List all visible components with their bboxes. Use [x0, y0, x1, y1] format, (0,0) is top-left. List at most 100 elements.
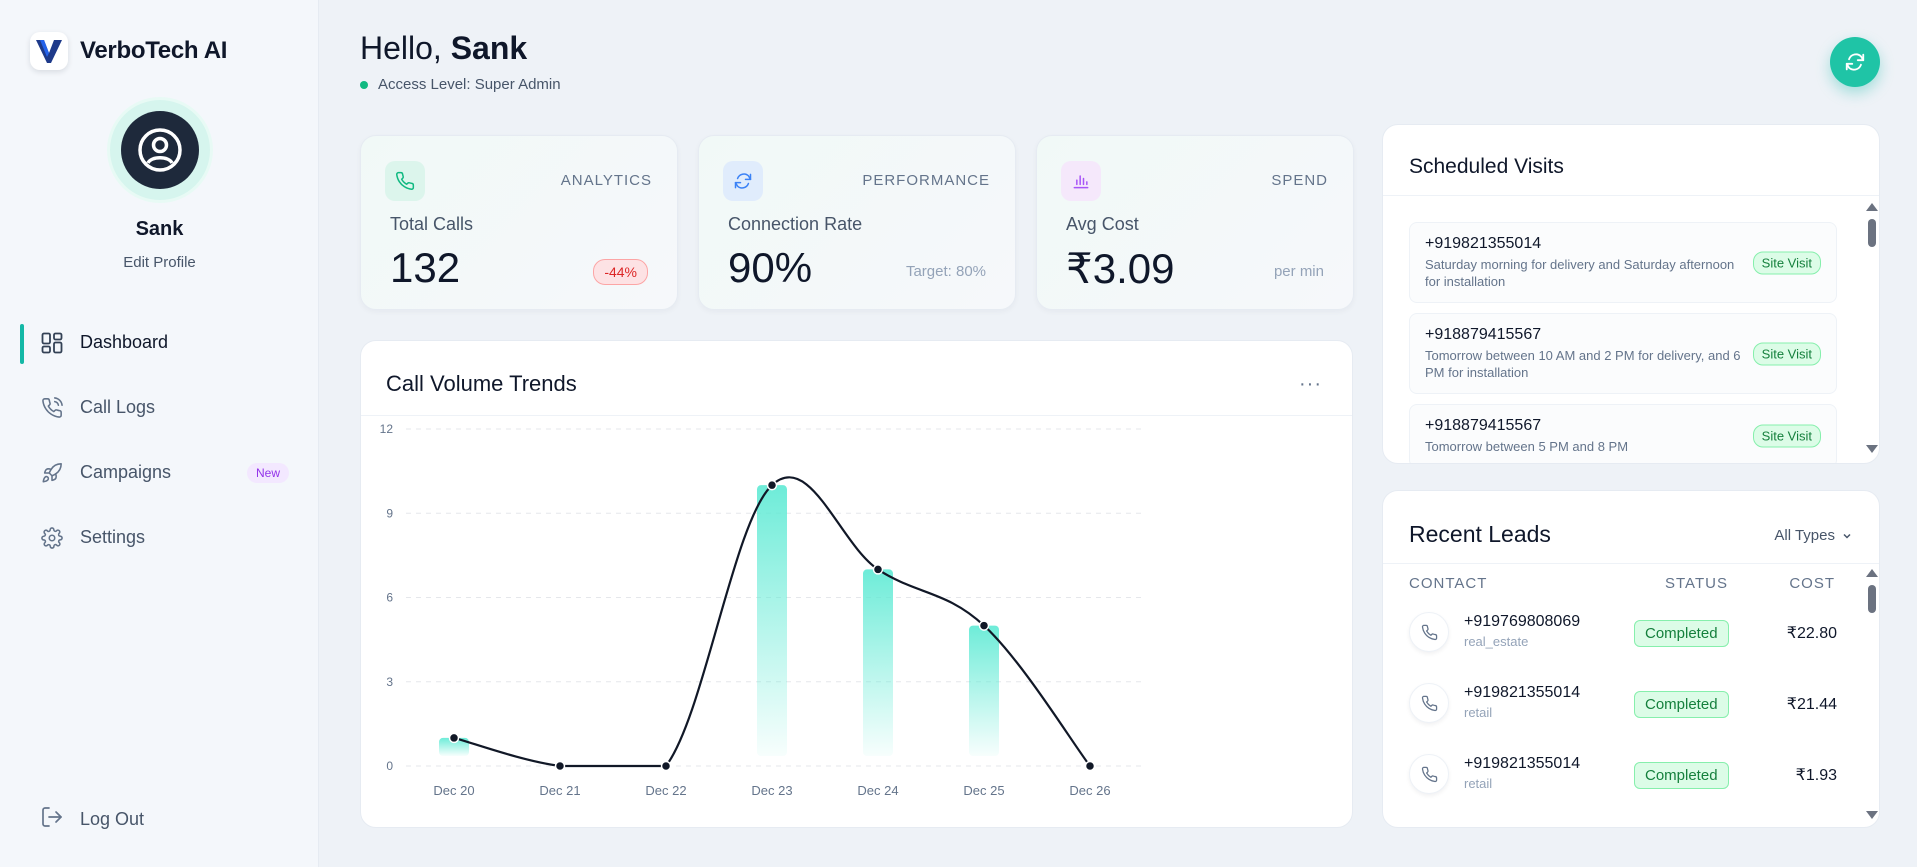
table-row[interactable]: +919821355014 retail Completed ₹1.93	[1409, 748, 1837, 800]
lead-type: retail	[1464, 705, 1493, 720]
refresh-icon	[1845, 53, 1865, 71]
x-tick-label: Dec 23	[751, 783, 792, 798]
column-header-status: STATUS	[1665, 575, 1728, 592]
sidebar-item-call-logs[interactable]: Call Logs	[20, 375, 299, 440]
scroll-down-icon[interactable]	[1866, 445, 1878, 453]
recent-leads-card: Recent Leads All Types CONTACT STATUS CO…	[1382, 490, 1880, 828]
y-tick-label: 0	[386, 759, 393, 773]
x-tick-label: Dec 22	[645, 783, 686, 798]
phone-icon	[1409, 612, 1449, 652]
data-point	[978, 620, 990, 631]
list-item[interactable]: +918879415567 Tomorrow between 5 PM and …	[1409, 404, 1837, 463]
stat-label: Connection Rate	[728, 214, 863, 234]
data-point	[766, 479, 778, 491]
sidebar-item-campaigns[interactable]: Campaigns New	[20, 440, 299, 505]
x-tick-label: Dec 26	[1069, 783, 1110, 798]
scroll-up-icon[interactable]	[1866, 569, 1878, 577]
edit-profile-link[interactable]: Edit Profile	[123, 254, 196, 271]
more-options-icon[interactable]: ···	[1299, 373, 1322, 395]
avatar[interactable]	[110, 100, 210, 200]
column-header-cost: COST	[1789, 575, 1835, 592]
divider	[361, 415, 1352, 416]
sidebar-item-settings[interactable]: Settings	[20, 505, 299, 570]
lead-phone: +919769808069	[1464, 613, 1581, 630]
y-tick-label: 12	[380, 422, 394, 436]
divider	[1383, 195, 1879, 196]
scroll-thumb[interactable]	[1868, 219, 1876, 247]
call-volume-chart: 0 3 6 9 12 Dec 20 Dec 21 Dec 22 Dec 23 Dec 24 Dec …	[380, 422, 1141, 798]
volume-bar	[863, 569, 893, 756]
phone-icon	[1409, 683, 1449, 723]
phone-icon	[385, 161, 425, 201]
scroll-up-icon[interactable]	[1866, 203, 1878, 211]
page-title: Hello, Sank	[360, 30, 527, 67]
stat-value: 132	[390, 244, 461, 291]
volume-bar	[757, 485, 787, 756]
site-visit-badge: Site Visit	[1752, 342, 1821, 365]
stat-label: Avg Cost	[1066, 214, 1139, 234]
visit-desc: Tomorrow between 10 AM and 2 PM for deli…	[1425, 348, 1741, 380]
stat-tag: PERFORMANCE	[862, 172, 990, 189]
profile-name: Sank	[135, 218, 184, 240]
sidebar-item-label: Dashboard	[80, 332, 169, 352]
visits-title: Scheduled Visits	[1409, 155, 1564, 178]
lead-type: retail	[1464, 776, 1493, 791]
new-badge: New	[246, 462, 289, 483]
dashboard-icon	[40, 331, 64, 355]
sidebar-item-dashboard[interactable]: Dashboard	[20, 310, 299, 375]
scheduled-visits-card: Scheduled Visits +919821355014 Saturday …	[1382, 124, 1880, 464]
visit-desc: Saturday morning for delivery and Saturd…	[1425, 257, 1735, 289]
leads-scrollbar[interactable]	[1865, 569, 1879, 819]
stat-card-avg-cost[interactable]: SPEND Avg Cost ₹3.09 per min	[1036, 135, 1354, 310]
lead-cost: ₹21.44	[1786, 696, 1837, 713]
filter-label: All Types	[1774, 527, 1835, 544]
stat-tag: ANALYTICS	[560, 172, 652, 189]
greeting-text: Hello,	[360, 30, 442, 66]
visit-phone: +919821355014	[1425, 235, 1542, 252]
list-item[interactable]: +918879415567 Tomorrow between 10 AM and…	[1409, 313, 1837, 394]
x-tick-label: Dec 24	[857, 783, 898, 798]
list-item[interactable]: +919821355014 Saturday morning for deliv…	[1409, 222, 1837, 303]
refresh-button[interactable]	[1830, 37, 1880, 87]
phone-icon	[1409, 754, 1449, 794]
table-row[interactable]: +919821355014 retail Completed ₹21.44	[1409, 677, 1837, 729]
access-level: Access Level: Super Admin	[360, 76, 561, 93]
call-volume-chart-card: Call Volume Trends ··· 0 3 6 9 12 Dec 20 Dec 2…	[360, 340, 1353, 828]
stat-tag: SPEND	[1271, 172, 1328, 189]
y-tick-label: 6	[386, 591, 393, 605]
column-header-contact: CONTACT	[1409, 575, 1488, 592]
stat-card-total-calls[interactable]: ANALYTICS Total Calls 132 -44%	[360, 135, 678, 310]
logout-label: Log Out	[80, 809, 145, 829]
logout-button[interactable]: Log Out	[40, 805, 144, 834]
data-point	[554, 760, 566, 772]
stat-note: Target: 80%	[905, 263, 986, 280]
divider	[1383, 563, 1879, 564]
status-badge: Completed	[1634, 620, 1729, 647]
brand[interactable]: VerboTech AI	[30, 32, 227, 70]
visits-scrollbar[interactable]	[1865, 203, 1879, 453]
x-tick-label: Dec 21	[539, 783, 580, 798]
change-badge: -44%	[593, 259, 648, 285]
table-row[interactable]: +919769808069 real_estate Completed ₹22.…	[1409, 606, 1837, 658]
visit-phone: +918879415567	[1425, 417, 1542, 434]
data-point	[872, 564, 884, 575]
sidebar-item-label: Call Logs	[80, 397, 156, 417]
lead-type: real_estate	[1464, 634, 1529, 649]
type-filter-dropdown[interactable]: All Types	[1774, 527, 1853, 544]
rocket-icon	[40, 461, 64, 485]
site-visit-badge: Site Visit	[1752, 251, 1821, 274]
stat-card-connection-rate[interactable]: PERFORMANCE Connection Rate 90% Target: …	[698, 135, 1016, 310]
scroll-down-icon[interactable]	[1866, 811, 1878, 819]
status-badge: Completed	[1634, 762, 1729, 789]
data-point	[660, 760, 672, 772]
x-tick-label: Dec 25	[963, 783, 1004, 798]
sidebar-item-label: Campaigns	[80, 462, 172, 482]
greeting-user: Sank	[450, 30, 528, 66]
visit-desc: Tomorrow between 5 PM and 8 PM	[1425, 439, 1629, 454]
data-point	[448, 732, 460, 744]
lead-phone: +919821355014	[1464, 755, 1581, 772]
scroll-thumb[interactable]	[1868, 585, 1876, 613]
v-logo-icon	[30, 32, 68, 70]
data-point	[1084, 760, 1096, 772]
status-dot-icon	[360, 80, 368, 89]
